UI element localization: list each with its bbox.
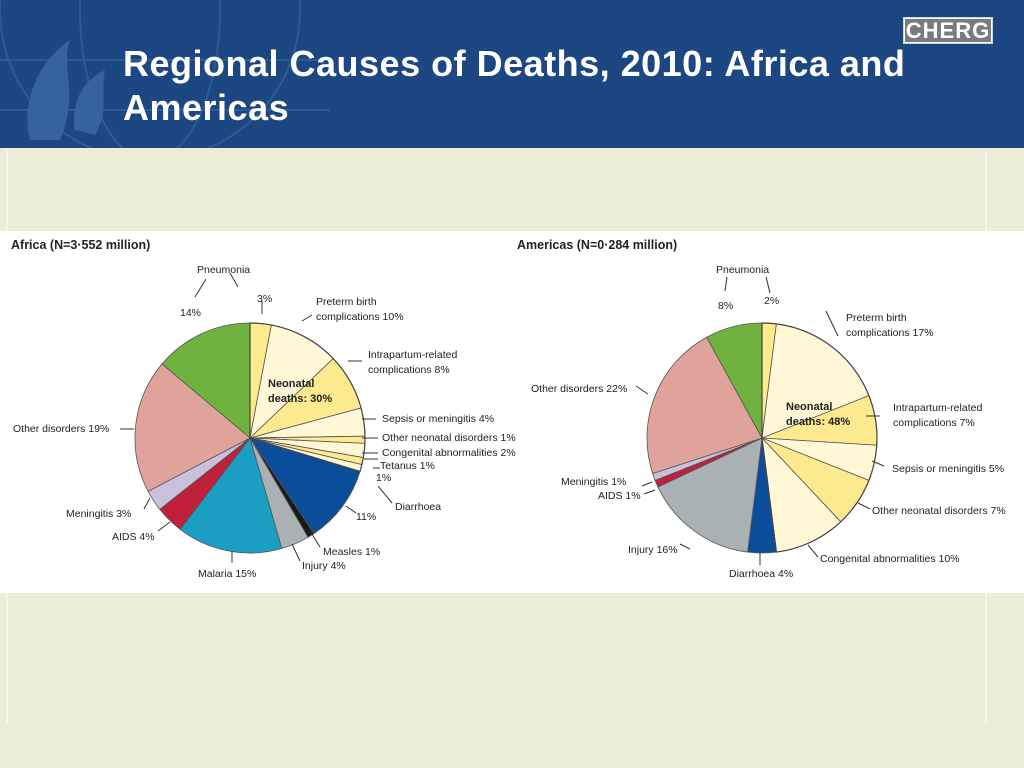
pie-slice-africa-11 [179, 437, 283, 554]
figure-panel: Africa (N=3·552 million) Pneumonia 3% 14… [0, 231, 1024, 593]
pie-slice-americas-10 [646, 336, 763, 475]
slide-title: Regional Causes of Deaths, 2010: Africa … [123, 43, 906, 128]
cherg-logo: CHERG [903, 17, 993, 44]
center-label-africa-line1: Neonatal [268, 378, 314, 390]
center-label-africa-line2: deaths: 30% [268, 393, 332, 405]
label-americas-other-disorders: Other disorders 22% [531, 383, 627, 395]
slide-header: Regional Causes of Deaths, 2010: Africa … [0, 0, 1024, 148]
label-africa-measles: Measles 1% [323, 546, 380, 558]
label-africa-pneumonia-child: 14% [180, 307, 201, 319]
pie-slice-americas-7 [657, 437, 763, 553]
label-africa-diarrhoea: Diarrhoea [395, 501, 441, 513]
label-americas-intrapartum-value: complications 7% [893, 417, 975, 429]
label-americas-congenital: Congenital abnormalities 10% [820, 553, 960, 565]
label-africa-other-neonatal: Other neonatal disorders 1% [382, 432, 516, 444]
label-africa-injury: Injury 4% [302, 560, 346, 572]
label-americas-intrapartum: Intrapartum-related [893, 402, 982, 414]
label-americas-meningitis: Meningitis 1% [561, 476, 626, 488]
label-americas-sepsis: Sepsis or meningitis 5% [892, 463, 1004, 475]
label-americas-diarrhoea: Diarrhoea 4% [729, 568, 793, 580]
label-americas-aids: AIDS 1% [598, 490, 641, 502]
label-americas-preterm-value: complications 17% [846, 327, 934, 339]
chart-title-americas: Americas (N=0·284 million) [517, 238, 677, 252]
label-africa-congenital: Congenital abnormalities 2% [382, 447, 516, 459]
label-africa-preterm-value: complications 10% [316, 311, 404, 323]
label-africa-meningitis: Meningitis 3% [66, 508, 131, 520]
label-africa-intrapartum-value: complications 8% [368, 364, 450, 376]
pie-slice-africa-14 [134, 363, 251, 492]
label-africa-diarrhoea-value: 11% [356, 511, 376, 523]
pie-americas [646, 322, 878, 554]
label-africa-pneumonia: Pneumonia [197, 264, 250, 276]
label-africa-intrapartum: Intrapartum-related [368, 349, 457, 361]
pie-africa [134, 322, 366, 554]
top-band [0, 150, 1024, 230]
label-americas-injury: Injury 16% [628, 544, 678, 556]
label-africa-tetanus: Tetanus 1% [380, 460, 435, 472]
label-africa-neonatal-other: 1% [376, 472, 391, 484]
label-americas-other-neonatal: Other neonatal disorders 7% [872, 505, 1006, 517]
label-africa-aids: AIDS 4% [112, 531, 155, 543]
label-africa-sepsis: Sepsis or meningitis 4% [382, 413, 494, 425]
chart-title-africa: Africa (N=3·552 million) [11, 238, 150, 252]
label-africa-malaria: Malaria 15% [198, 568, 256, 580]
label-americas-pneumonia-neonatal: 2% [764, 295, 779, 307]
label-africa-preterm: Preterm birth [316, 296, 377, 308]
pie-charts: Africa (N=3·552 million) Pneumonia 3% 14… [11, 238, 1006, 580]
neonatal-group-outline-americas [761, 322, 878, 553]
leader-lines-africa [120, 272, 393, 563]
center-label-americas-line2: deaths: 48% [786, 416, 850, 428]
pie-slice-africa-8 [249, 437, 361, 535]
label-africa-other-disorders: Other disorders 19% [13, 423, 109, 435]
globe-watermark-icon [0, 0, 330, 148]
bottom-band [0, 724, 1024, 768]
label-americas-preterm: Preterm birth [846, 312, 907, 324]
leader-lines-americas [635, 276, 885, 565]
logo-text: CHERG [905, 18, 991, 43]
neonatal-group-outline-africa [249, 322, 366, 473]
label-americas-pneumonia-child: 8% [718, 300, 733, 312]
pie-slice-africa-15 [161, 322, 251, 439]
center-label-americas-line1: Neonatal [786, 401, 832, 413]
label-africa-pneumonia-neonatal: 3% [257, 293, 272, 305]
label-americas-pneumonia: Pneumonia [716, 264, 769, 276]
